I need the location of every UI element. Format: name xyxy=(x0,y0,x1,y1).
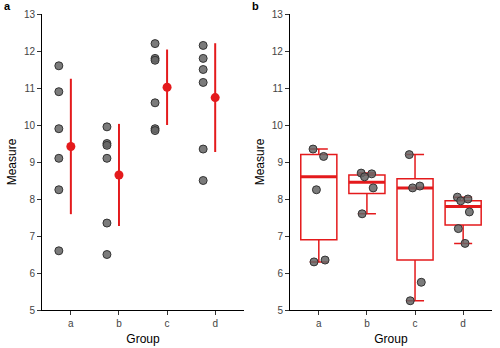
svg-text:a: a xyxy=(68,318,74,329)
svg-text:11: 11 xyxy=(273,83,284,94)
svg-text:a: a xyxy=(4,0,11,12)
svg-text:6: 6 xyxy=(29,268,35,279)
svg-text:5: 5 xyxy=(277,305,283,316)
svg-text:10: 10 xyxy=(272,120,284,131)
svg-text:Group: Group xyxy=(374,332,408,346)
svg-text:Measure: Measure xyxy=(253,138,267,185)
svg-text:11: 11 xyxy=(25,83,36,94)
svg-text:9: 9 xyxy=(277,157,283,168)
svg-text:b: b xyxy=(252,0,259,12)
svg-text:Group: Group xyxy=(126,332,160,346)
svg-text:b: b xyxy=(116,318,122,329)
svg-text:7: 7 xyxy=(29,231,35,242)
svg-text:c: c xyxy=(413,318,418,329)
svg-text:12: 12 xyxy=(272,46,284,57)
svg-text:c: c xyxy=(165,318,170,329)
svg-text:d: d xyxy=(460,318,466,329)
svg-text:Measure: Measure xyxy=(5,138,19,185)
svg-text:d: d xyxy=(212,318,218,329)
svg-text:13: 13 xyxy=(24,9,36,20)
svg-text:6: 6 xyxy=(277,268,283,279)
svg-text:7: 7 xyxy=(277,231,283,242)
svg-text:10: 10 xyxy=(24,120,36,131)
svg-text:b: b xyxy=(364,318,370,329)
svg-text:9: 9 xyxy=(29,157,35,168)
svg-text:8: 8 xyxy=(277,194,283,205)
svg-text:5: 5 xyxy=(29,305,35,316)
svg-text:12: 12 xyxy=(24,46,36,57)
svg-text:8: 8 xyxy=(29,194,35,205)
svg-text:13: 13 xyxy=(272,9,284,20)
svg-text:a: a xyxy=(316,318,322,329)
